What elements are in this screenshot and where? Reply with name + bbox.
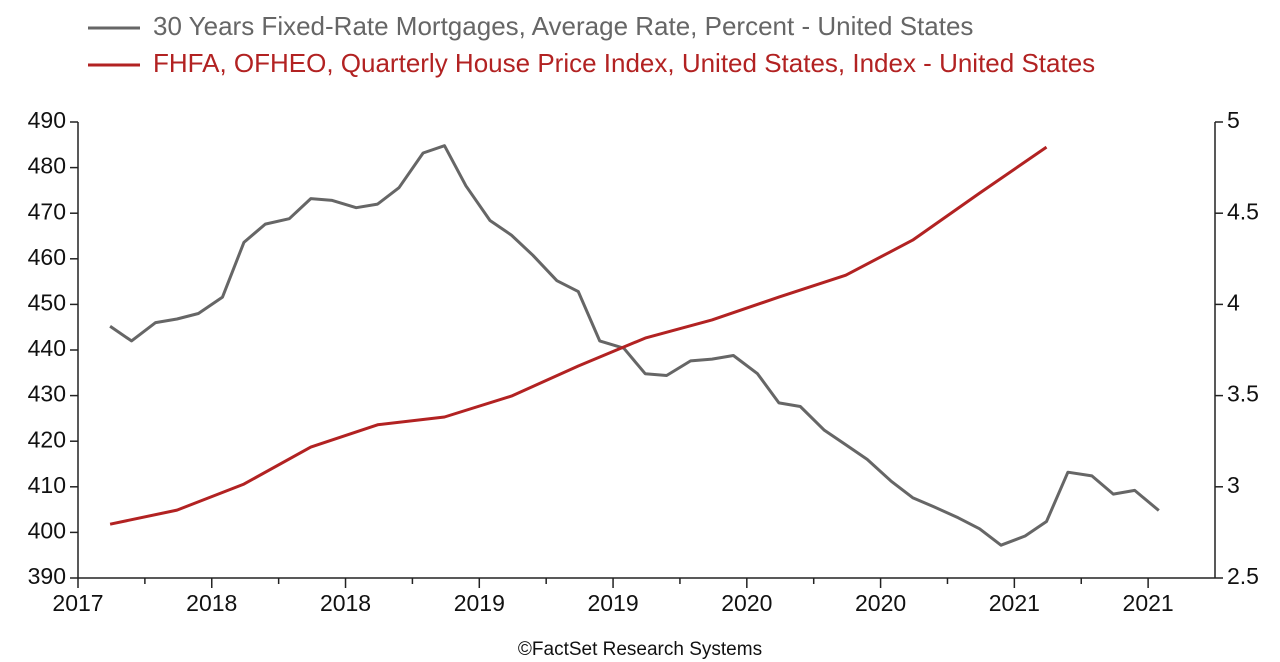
x-tick-label: 2020: [855, 590, 906, 616]
y2-tick-label: 5: [1227, 107, 1240, 133]
y-tick-label: 400: [28, 517, 66, 543]
y-tick-label: 480: [28, 153, 66, 179]
y-tick-label: 470: [28, 198, 66, 224]
y2-tick-label: 4: [1227, 289, 1240, 315]
x-tick-label: 2021: [1123, 590, 1174, 616]
y2-tick-label: 3.5: [1227, 381, 1259, 407]
series-line: [109, 145, 1048, 526]
x-tick-label: 2020: [721, 590, 772, 616]
y-tick-label: 490: [28, 107, 66, 133]
y-tick-label: 410: [28, 472, 66, 498]
y-tick-label: 390: [28, 563, 66, 589]
x-tick-label: 2021: [989, 590, 1040, 616]
series-line: [109, 144, 1160, 547]
y-tick-label: 420: [28, 426, 66, 452]
x-tick-label: 2018: [320, 590, 371, 616]
y-tick-label: 460: [28, 244, 66, 270]
legend-label: FHFA, OFHEO, Quarterly House Price Index…: [153, 48, 1095, 78]
x-tick-label: 2017: [52, 590, 103, 616]
legend-label: 30 Years Fixed-Rate Mortgages, Average R…: [153, 11, 973, 41]
y2-tick-label: 2.5: [1227, 563, 1259, 589]
y-tick-label: 430: [28, 381, 66, 407]
x-tick-label: 2019: [454, 590, 505, 616]
x-tick-label: 2019: [587, 590, 638, 616]
y2-tick-label: 3: [1227, 472, 1240, 498]
y2-tick-label: 4.5: [1227, 198, 1259, 224]
y-tick-label: 440: [28, 335, 66, 361]
y-tick-label: 450: [28, 289, 66, 315]
x-tick-label: 2018: [186, 590, 237, 616]
source: ©FactSet Research Systems: [518, 639, 762, 660]
